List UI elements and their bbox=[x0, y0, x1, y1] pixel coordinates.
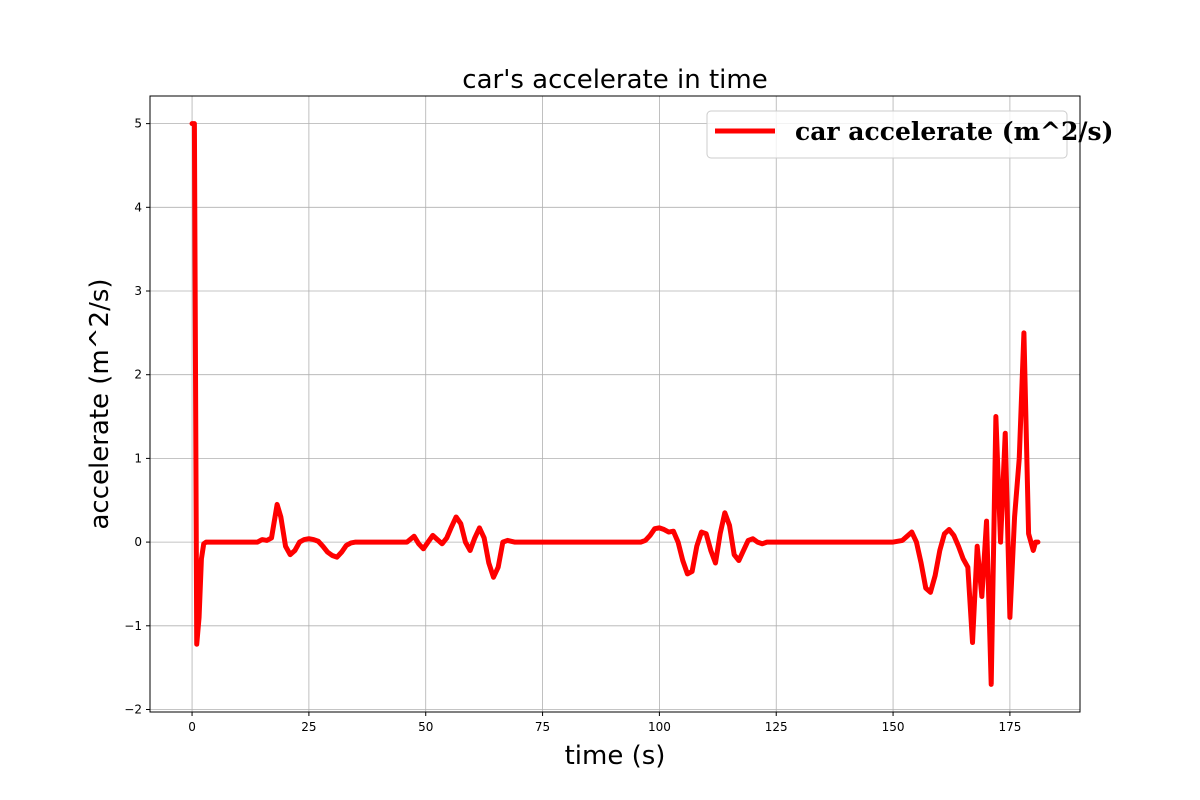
y-tick-label: 0 bbox=[134, 535, 142, 549]
series-line bbox=[189, 121, 1041, 687]
x-tick-label: 50 bbox=[418, 720, 433, 734]
x-tick-label: 175 bbox=[998, 720, 1021, 734]
y-tick-label: 1 bbox=[134, 451, 142, 465]
x-tick-label: 150 bbox=[882, 720, 905, 734]
y-axis-title: accelerate (m^2/s) bbox=[85, 278, 115, 529]
chart-title: car's accelerate in time bbox=[462, 65, 767, 95]
x-axis-title: time (s) bbox=[565, 741, 666, 771]
x-tick-label: 125 bbox=[765, 720, 788, 734]
plot-frame bbox=[149, 95, 1081, 713]
grid bbox=[150, 96, 1080, 712]
y-tick-label: 3 bbox=[134, 284, 142, 298]
y-tick-label: 5 bbox=[134, 117, 142, 131]
x-tick-label: 100 bbox=[648, 720, 671, 734]
x-tick-label: 25 bbox=[301, 720, 316, 734]
series-group bbox=[189, 121, 1041, 687]
legend: car accelerate (m^2/s) bbox=[706, 110, 1113, 159]
legend-label: car accelerate (m^2/s) bbox=[795, 117, 1113, 146]
y-tick-label: 4 bbox=[134, 200, 142, 214]
y-tick-label: −1 bbox=[124, 619, 142, 633]
y-tick-label: −2 bbox=[124, 702, 142, 716]
axis-ticks: 0 25 50 75 100 125 150 175 −2 −1 0 1 2 3 4 5 bbox=[124, 117, 1021, 734]
y-tick-label: 2 bbox=[134, 368, 142, 382]
x-tick-label: 75 bbox=[535, 720, 550, 734]
x-tick-label: 0 bbox=[188, 720, 196, 734]
legend-box bbox=[706, 110, 1068, 159]
